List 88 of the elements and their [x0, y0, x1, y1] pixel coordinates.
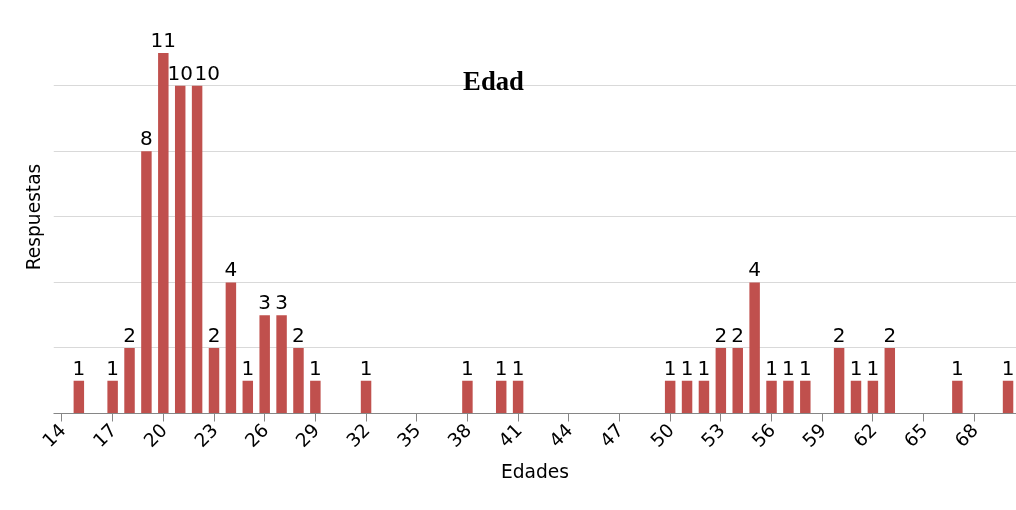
x-tick-label: 35 — [392, 419, 425, 452]
bar — [141, 151, 152, 414]
data-label: 1 — [461, 355, 474, 380]
bar — [360, 380, 372, 414]
data-label: 1 — [359, 355, 373, 380]
bar — [715, 347, 727, 414]
bar — [242, 380, 254, 414]
x-tick-label: 50 — [646, 419, 678, 452]
data-label: 2 — [123, 322, 136, 347]
x-tick-label: 41 — [494, 419, 526, 452]
bar — [681, 380, 693, 414]
data-label: 1 — [765, 355, 778, 380]
data-label: 1 — [866, 355, 880, 380]
data-label: 11 — [150, 27, 177, 52]
data-label: 1 — [309, 355, 322, 380]
bar — [783, 380, 794, 414]
data-label: 1 — [106, 355, 119, 380]
x-tick-label: 32 — [342, 419, 374, 452]
bar — [833, 347, 845, 414]
data-label: 1 — [1001, 355, 1015, 380]
x-tick-label: 17 — [88, 419, 121, 452]
bar — [191, 85, 203, 414]
bar — [512, 380, 524, 414]
data-label: 1 — [798, 355, 812, 380]
data-label: 1 — [951, 355, 964, 380]
x-tick-label: 62 — [849, 419, 881, 452]
data-label: 1 — [72, 355, 86, 380]
data-label: 2 — [292, 322, 305, 347]
data-label: 2 — [714, 322, 728, 347]
data-label: 1 — [241, 355, 255, 380]
bar — [310, 380, 321, 414]
data-label: 10 — [167, 60, 193, 85]
x-axis-title: Edades — [500, 461, 570, 483]
x-tick-label: 38 — [443, 419, 476, 452]
x-tick-label: 59 — [798, 419, 830, 452]
bar — [259, 315, 270, 414]
x-tick-label: 26 — [240, 419, 273, 452]
x-tick-label: 65 — [899, 419, 932, 452]
data-label: 3 — [275, 290, 288, 315]
data-label: 1 — [782, 355, 795, 380]
bar — [664, 380, 676, 414]
bar — [884, 347, 896, 414]
x-tick-label: 20 — [139, 419, 172, 452]
bar — [107, 380, 118, 414]
data-label: 3 — [258, 290, 272, 315]
bar — [208, 347, 220, 414]
data-label: 1 — [663, 355, 677, 380]
data-label: 4 — [224, 257, 238, 282]
bar — [73, 380, 85, 414]
data-label: 1 — [494, 355, 508, 380]
x-tick-label: 68 — [950, 419, 983, 452]
data-label: 4 — [748, 257, 761, 282]
data-label: 2 — [207, 322, 221, 347]
bar — [124, 347, 135, 414]
bar — [698, 380, 710, 414]
y-axis-title: Respuestas — [22, 163, 44, 271]
bar — [952, 380, 963, 414]
bar — [749, 282, 760, 414]
x-tick-label: 44 — [544, 419, 577, 452]
data-label: 1 — [697, 355, 711, 380]
bar — [158, 52, 169, 414]
bar — [276, 315, 287, 414]
data-label: 2 — [832, 322, 846, 347]
x-tick-label: 56 — [747, 419, 780, 452]
x-tick-label: 47 — [595, 419, 628, 452]
bar — [766, 380, 777, 414]
bar — [867, 380, 879, 414]
data-label: 1 — [849, 355, 863, 380]
x-tick-label: 23 — [190, 419, 222, 452]
data-label: 8 — [140, 126, 153, 151]
bar — [462, 380, 473, 414]
text: Edad — [463, 65, 525, 96]
data-label: 1 — [680, 355, 694, 380]
bar — [732, 347, 743, 414]
bar — [800, 380, 811, 414]
bar — [1002, 380, 1014, 414]
x-tick-label: 29 — [291, 419, 324, 452]
bar — [293, 347, 304, 414]
bar — [495, 380, 507, 414]
data-label: 2 — [731, 322, 745, 347]
x-tick-label: 53 — [696, 419, 729, 452]
data-label: 2 — [883, 322, 897, 347]
bar — [174, 85, 186, 414]
bar — [225, 282, 237, 414]
data-label: 1 — [511, 355, 525, 380]
x-tick-label: 14 — [38, 419, 70, 452]
data-label: 10 — [194, 60, 220, 85]
bar — [850, 380, 862, 414]
